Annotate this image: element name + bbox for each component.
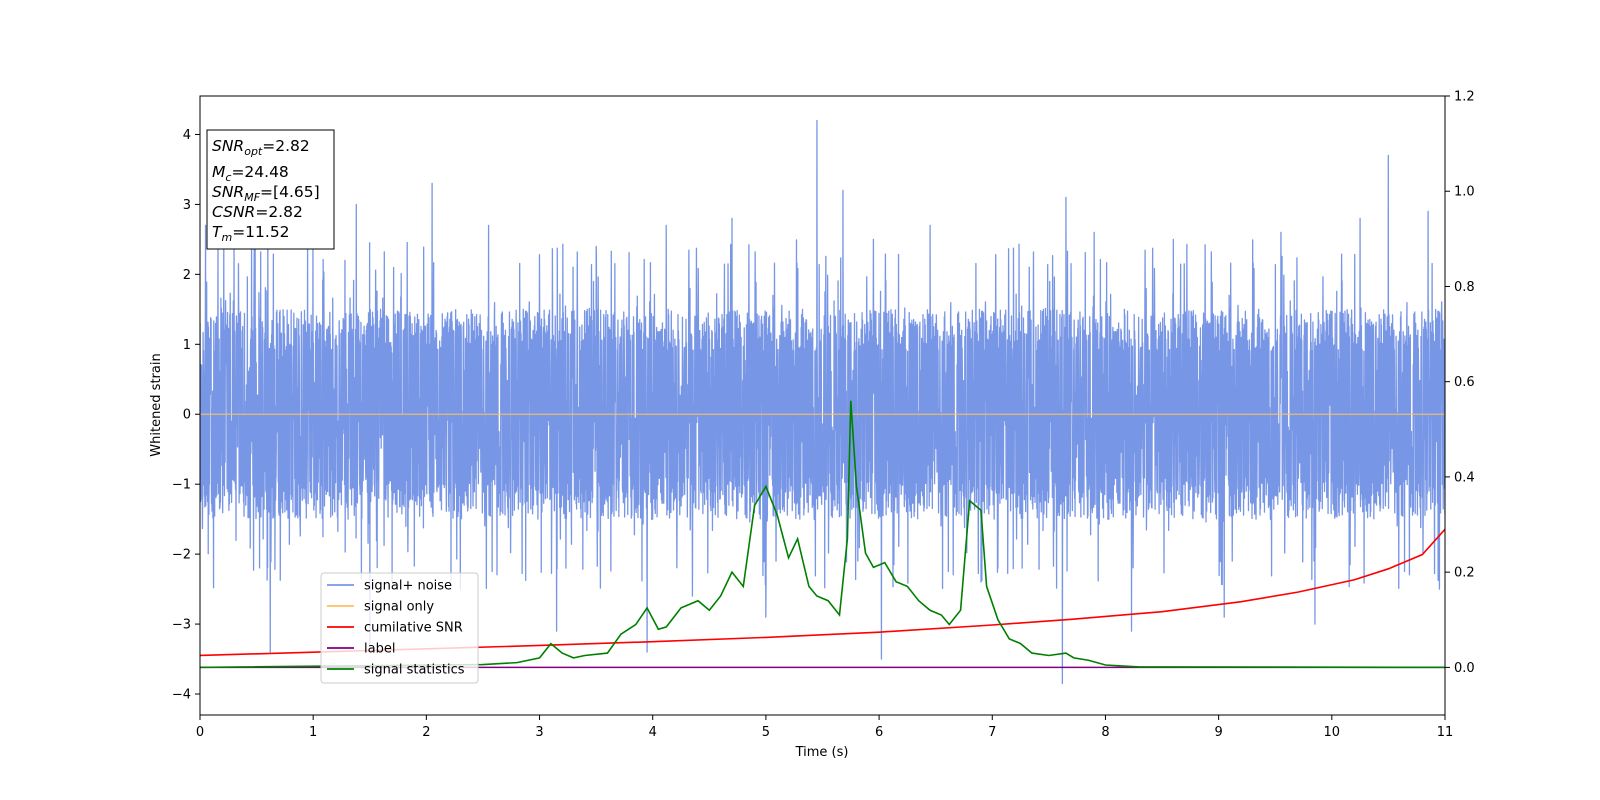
x-tick-label: 3 bbox=[535, 725, 543, 740]
x-axis: 0 1 2 3 4 5 6 7 8 9 10 11 bbox=[196, 715, 1453, 740]
stats-box: SNRopt=2.82 Mc=24.48SNRMF=[4.65]CSNR=2.82… bbox=[206, 129, 335, 250]
y2-tick-label: 0.6 bbox=[1454, 375, 1475, 390]
y2-tick-label: 0.8 bbox=[1454, 280, 1475, 295]
legend-label-signal-statistics: signal statistics bbox=[364, 663, 465, 678]
stat-line: Mc=24.48 bbox=[212, 163, 289, 184]
legend-label-label: label bbox=[364, 642, 395, 657]
y-axis-right: 0.0 0.2 0.4 0.6 0.8 1.0 1.2 bbox=[1445, 90, 1475, 676]
plot-frame bbox=[199, 95, 1446, 716]
y-tick-label: −1 bbox=[172, 478, 191, 493]
y2-tick-label: 0.2 bbox=[1454, 566, 1475, 581]
stats-box-frame bbox=[206, 129, 335, 250]
y2-tick-label: 0.0 bbox=[1454, 661, 1475, 676]
y-axis-left: −4 −3 −2 −1 0 1 2 3 4 bbox=[172, 128, 200, 703]
x-axis-label: Time (s) bbox=[795, 745, 849, 760]
y-axis-label: Whitened strain bbox=[149, 353, 164, 456]
x-tick-label: 0 bbox=[196, 725, 204, 740]
stat-line: CSNR=2.82 bbox=[212, 203, 303, 221]
y2-tick-label: 0.4 bbox=[1454, 470, 1475, 485]
x-tick-label: 9 bbox=[1214, 725, 1222, 740]
series-cumilative-snr bbox=[200, 528, 1445, 657]
legend-frame bbox=[320, 572, 479, 684]
y-tick-label: 3 bbox=[183, 198, 191, 213]
series-signal-noise bbox=[200, 119, 1445, 685]
x-tick-label: 7 bbox=[988, 725, 996, 740]
legend: signal+ noise signal only cumilative SNR la… bbox=[320, 572, 479, 684]
y-tick-label: 1 bbox=[183, 338, 191, 353]
y-tick-label: −3 bbox=[172, 618, 191, 633]
x-tick-label: 10 bbox=[1324, 725, 1341, 740]
y2-tick-label: 1.0 bbox=[1454, 185, 1475, 200]
legend-label-signal-noise: signal+ noise bbox=[364, 579, 452, 594]
x-tick-label: 6 bbox=[875, 725, 883, 740]
x-tick-label: 4 bbox=[649, 725, 657, 740]
stat-line: SNRopt=2.82 bbox=[212, 137, 310, 158]
x-tick-label: 8 bbox=[1101, 725, 1109, 740]
x-tick-label: 5 bbox=[762, 725, 770, 740]
y-tick-label: 0 bbox=[183, 408, 191, 423]
stat-line: Tm=11.52 bbox=[212, 223, 290, 244]
y-tick-label: −4 bbox=[172, 688, 191, 703]
x-tick-label: 2 bbox=[422, 725, 430, 740]
y2-tick-label: 1.2 bbox=[1454, 90, 1475, 105]
y-tick-label: 2 bbox=[183, 268, 191, 283]
y-tick-label: 4 bbox=[183, 128, 191, 143]
stat-line: SNRMF=[4.65] bbox=[212, 183, 320, 204]
legend-label-cumilative-snr: cumilative SNR bbox=[364, 621, 463, 636]
legend-label-signal-only: signal only bbox=[364, 600, 434, 615]
y-tick-label: −2 bbox=[172, 548, 191, 563]
x-tick-label: 1 bbox=[309, 725, 317, 740]
x-tick-label: 11 bbox=[1437, 725, 1454, 740]
series-signal-statistics bbox=[200, 400, 1445, 669]
